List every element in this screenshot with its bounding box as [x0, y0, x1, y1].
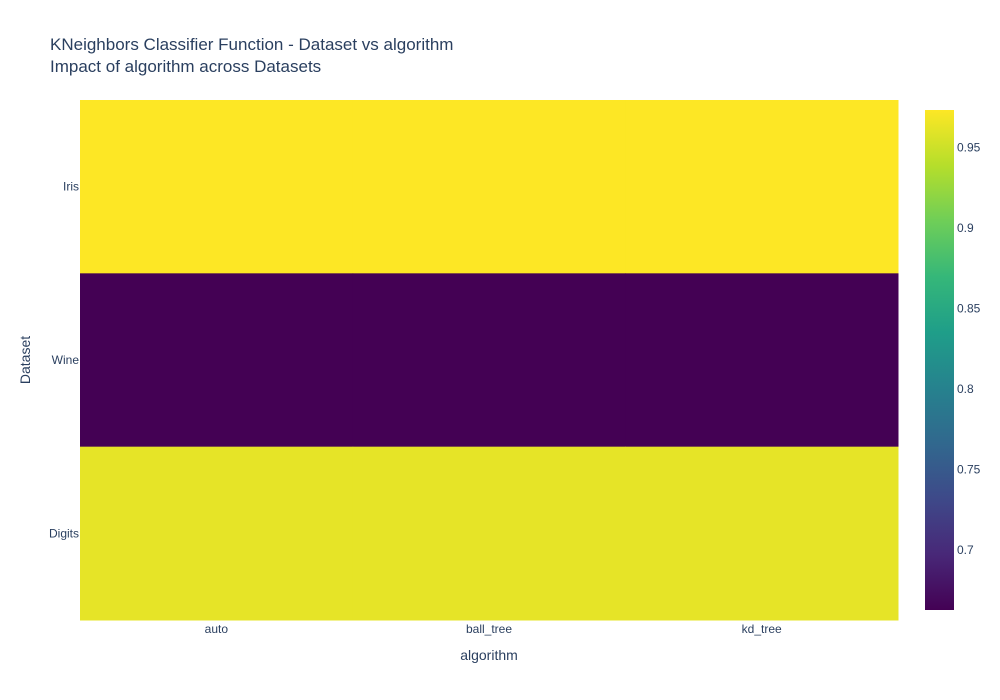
y-tick-label: Digits: [49, 526, 79, 540]
heatmap-cell-digits-kd_tree: [625, 446, 899, 621]
colorbar-tick-label: 0.7: [957, 543, 974, 557]
heatmap-cells: [80, 100, 899, 621]
heatmap-cell-wine-ball_tree: [352, 273, 626, 448]
y-tick-label: Wine: [52, 353, 80, 367]
colorbar: [925, 110, 954, 610]
colorbar-tick-label: 0.75: [957, 463, 981, 477]
x-tick-label: ball_tree: [466, 622, 512, 636]
colorbar-tick-label: 0.85: [957, 302, 981, 316]
colorbar-tick-label: 0.95: [957, 141, 981, 155]
y-axis-ticks: Iris Wine Digits: [49, 180, 79, 541]
heatmap-cell-iris-auto: [80, 100, 354, 274]
chart-subtitle: Impact of algorithm across Datasets: [50, 57, 321, 76]
y-axis-title: Dataset: [17, 336, 33, 384]
x-tick-label: auto: [205, 622, 229, 636]
heatmap-cell-digits-auto: [80, 446, 354, 621]
heatmap-cell-iris-ball_tree: [352, 100, 626, 274]
colorbar-tick-label: 0.8: [957, 382, 974, 396]
heatmap-cell-iris-kd_tree: [625, 100, 899, 274]
heatmap-cell-digits-ball_tree: [352, 446, 626, 621]
x-axis-ticks: auto ball_tree kd_tree: [205, 622, 782, 636]
heatmap-cell-wine-auto: [80, 273, 354, 448]
x-axis-title: algorithm: [460, 647, 518, 663]
x-tick-label: kd_tree: [742, 622, 782, 636]
heatmap-cell-wine-kd_tree: [625, 273, 899, 448]
colorbar-tick-label: 0.9: [957, 221, 974, 235]
chart-title: KNeighbors Classifier Function - Dataset…: [50, 35, 453, 54]
y-tick-label: Iris: [63, 180, 79, 194]
colorbar-ticks: 0.7 0.75 0.8 0.85 0.9 0.95: [957, 141, 981, 558]
